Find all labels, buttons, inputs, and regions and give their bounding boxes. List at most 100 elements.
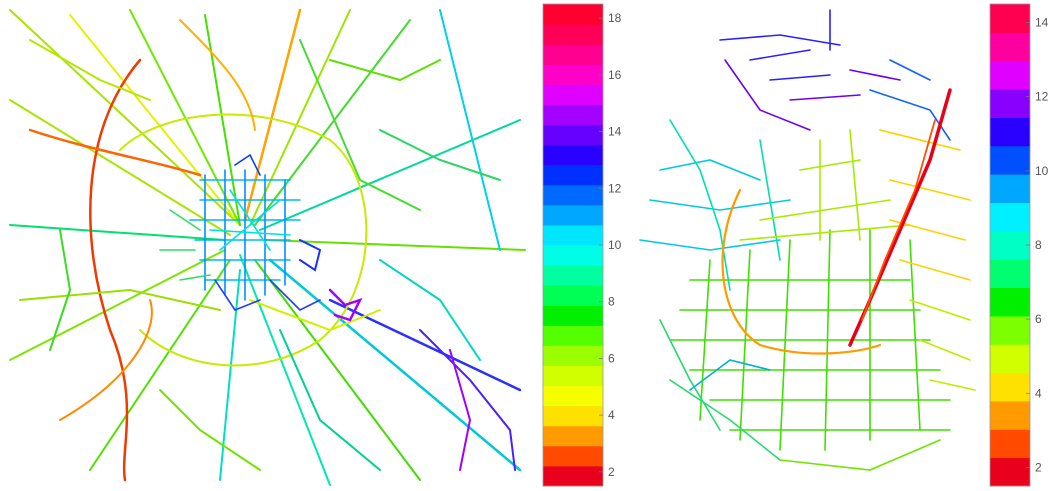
road	[159, 389, 261, 471]
road	[204, 14, 241, 226]
road	[49, 229, 72, 351]
road	[719, 9, 841, 81]
colorbar-swatch	[990, 117, 1030, 147]
ring-road	[28, 128, 202, 177]
road	[249, 9, 351, 226]
ring-road	[721, 188, 882, 355]
colorbar-swatch	[543, 425, 603, 447]
colorbar-swatch	[543, 445, 603, 467]
colorbar-swatch	[990, 457, 1030, 487]
ring-road	[119, 113, 368, 367]
road	[659, 319, 781, 461]
colorbar-swatch	[543, 265, 603, 286]
colorbar-swatch	[543, 4, 603, 25]
colorbar-swatch	[543, 245, 603, 266]
road	[379, 259, 481, 361]
colorbar-swatch	[990, 287, 1030, 317]
colorbar-swatch	[990, 4, 1030, 33]
right-colorbar: 2 4 6 8 10 12 14	[989, 3, 1049, 487]
colorbar-swatches	[990, 4, 1030, 487]
colorbar-swatch	[990, 174, 1030, 203]
colorbar-swatch	[543, 44, 603, 65]
road	[439, 9, 501, 251]
colorbar-tick-label: 4	[608, 408, 615, 422]
road	[379, 129, 501, 181]
road	[419, 329, 516, 471]
road	[329, 59, 441, 82]
road	[689, 359, 771, 391]
road	[279, 329, 381, 471]
colorbar-swatch	[990, 400, 1030, 430]
colorbar-tick-label: 8	[1035, 238, 1042, 252]
colorbar-swatch	[543, 224, 603, 246]
colorbar-swatch	[543, 124, 603, 146]
colorbar-tick-label: 6	[608, 351, 615, 365]
road	[254, 19, 411, 226]
colorbar-tick-label: 10	[608, 238, 622, 252]
colorbar-swatch	[543, 24, 603, 45]
road	[724, 59, 901, 131]
colorbar-tick-label: 4	[1035, 386, 1042, 400]
road	[669, 119, 781, 291]
colorbar-tick-label: 12	[608, 181, 622, 195]
colorbar-swatch	[990, 202, 1030, 232]
road	[239, 254, 331, 486]
road	[299, 39, 421, 211]
city-centre-streets	[159, 153, 363, 322]
colorbar-swatch	[543, 104, 603, 125]
left-road-network-map	[9, 8, 526, 486]
colorbar-tick-label: 8	[608, 295, 615, 309]
left-colorbar: 2 4 6 8 10 12 14 16 18	[542, 3, 622, 487]
colorbar-ticks: 2 4 6 8 10 12 14 16 18	[599, 11, 622, 479]
road	[69, 14, 241, 226]
colorbar-ticks: 2 4 6 8 10 12 14	[1026, 16, 1049, 474]
colorbar-swatch	[543, 84, 603, 105]
road	[861, 119, 936, 321]
colorbar-tick-label: 10	[1035, 164, 1049, 178]
colorbar-swatch	[990, 315, 1030, 345]
colorbar-tick-label: 12	[1035, 90, 1049, 104]
colorbar-swatches	[543, 4, 603, 487]
road	[9, 224, 226, 241]
road	[129, 9, 241, 226]
road	[779, 439, 941, 471]
road	[9, 9, 241, 226]
colorbar-swatch	[990, 89, 1030, 118]
colorbar-tick-label: 6	[1035, 312, 1042, 326]
colorbar-swatch	[543, 204, 603, 226]
colorbar-swatch	[543, 385, 603, 407]
road	[264, 239, 526, 251]
colorbar-tick-label: 16	[608, 68, 622, 82]
road	[19, 288, 221, 311]
road	[328, 298, 522, 392]
road	[243, 8, 302, 222]
colorbar-swatch	[990, 429, 1030, 459]
colorbar-swatch	[990, 230, 1030, 260]
colorbar-swatch	[543, 184, 603, 206]
colorbar-swatch	[543, 405, 603, 427]
road	[879, 129, 971, 281]
colorbar-tick-label: 2	[1035, 460, 1042, 474]
road	[89, 259, 231, 471]
colorbar-swatch	[990, 259, 1030, 289]
road	[909, 299, 976, 391]
ring-road	[59, 299, 153, 421]
colorbar-swatch	[543, 285, 603, 306]
colorbar-swatch	[990, 60, 1030, 90]
ring-road	[179, 19, 256, 131]
road	[869, 59, 951, 141]
colorbar-swatch	[543, 144, 603, 166]
colorbar-swatch	[990, 145, 1030, 175]
colorbar-tick-label: 18	[608, 11, 622, 25]
colorbar-swatch	[990, 32, 1030, 62]
colorbar-swatch	[543, 365, 603, 387]
colorbar-swatch	[543, 345, 603, 366]
colorbar-swatch	[543, 305, 603, 326]
road	[268, 258, 522, 472]
colorbar-tick-label: 2	[608, 465, 615, 479]
colorbar-swatch	[543, 325, 603, 346]
colorbar-tick-label: 14	[1035, 16, 1049, 30]
colorbar-swatch	[543, 164, 603, 186]
colorbar-swatch	[990, 344, 1030, 374]
colorbar-swatch	[990, 372, 1030, 402]
